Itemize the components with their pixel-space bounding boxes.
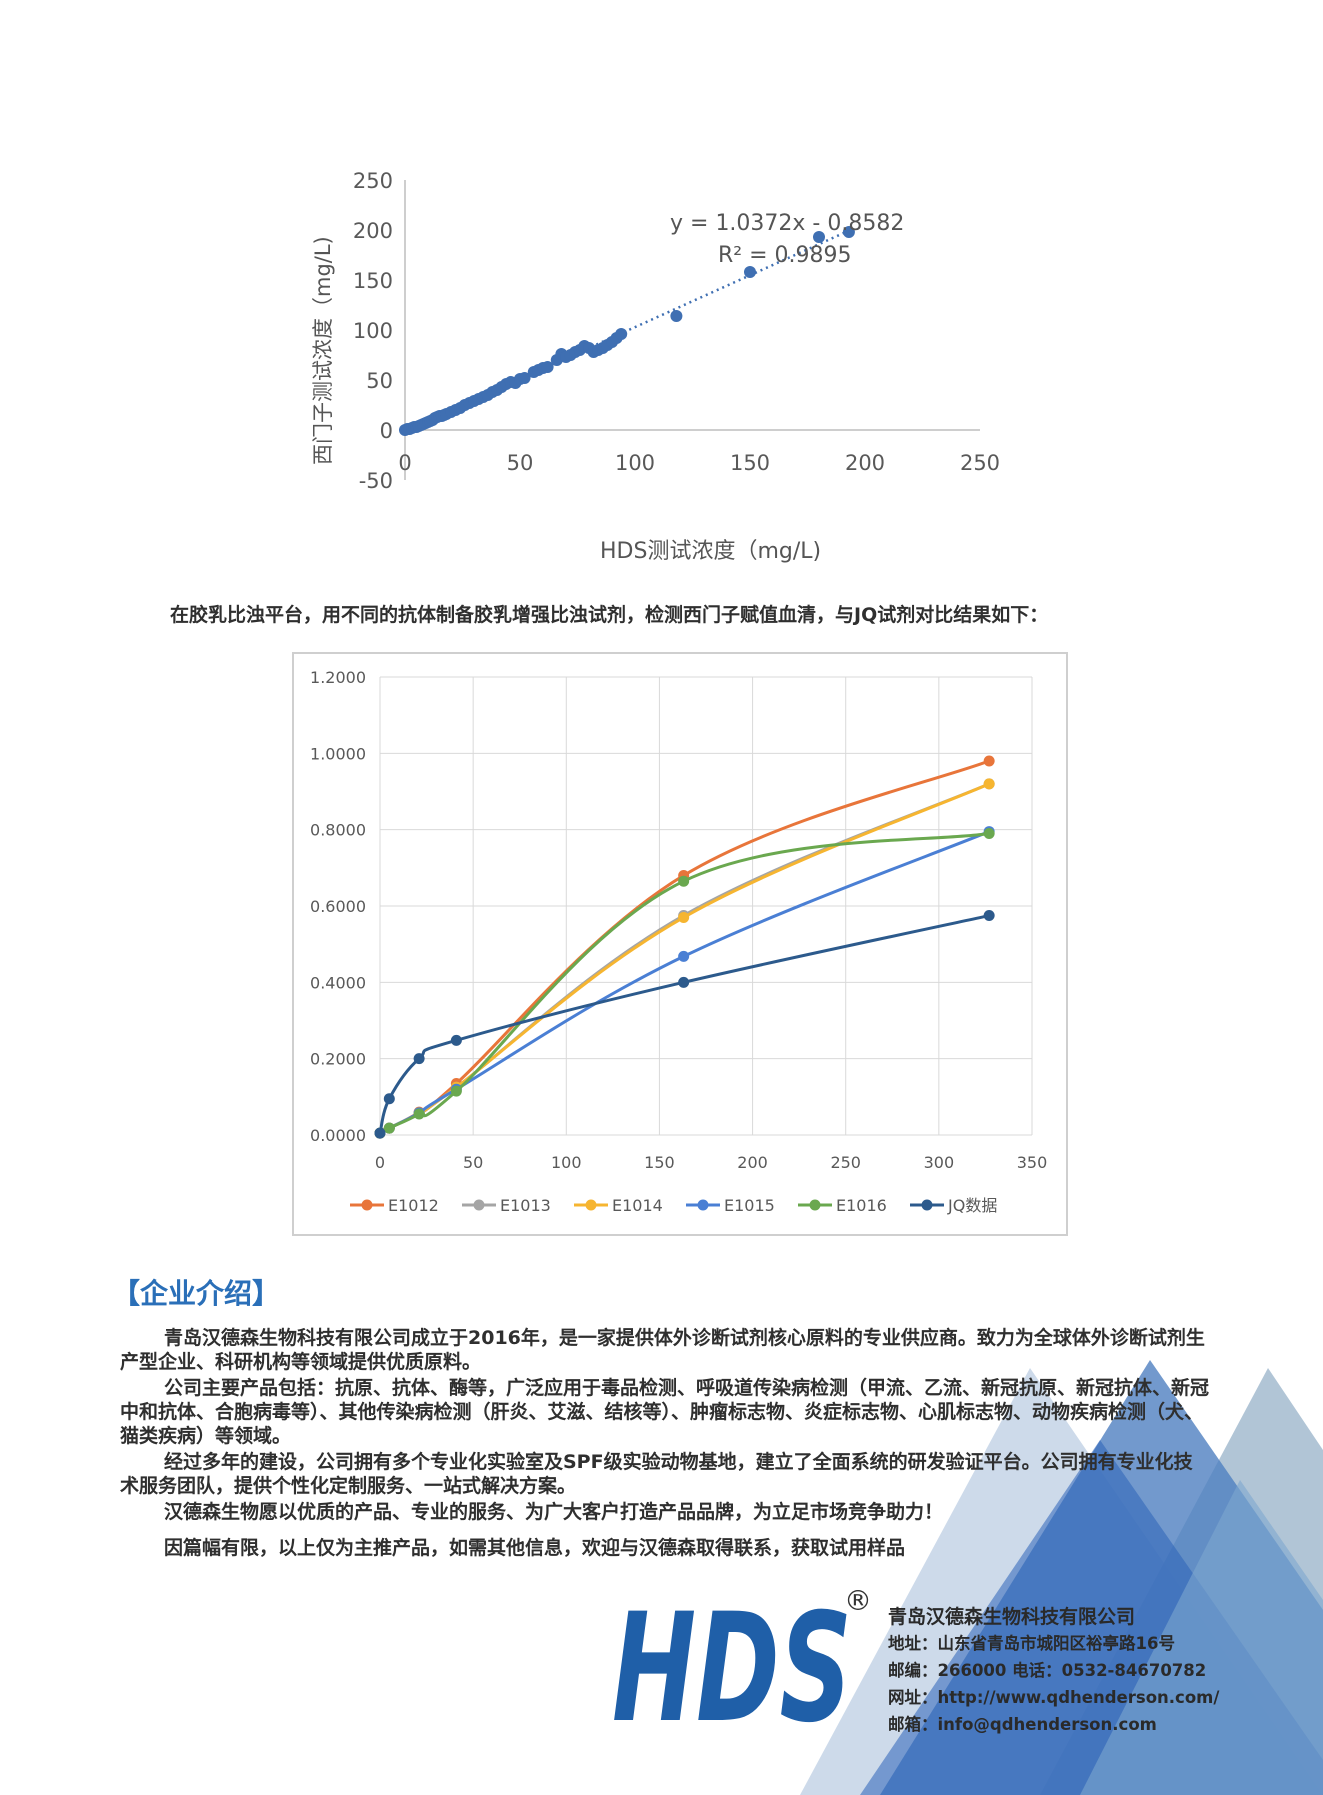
scatter-point [518,372,531,384]
series-point [374,1127,386,1139]
intro-paragraph-3: 经过多年的建设，公司拥有多个专业化实验室及SPF级实验动物基地，建立了全面系统的… [120,1451,1193,1497]
legend-swatch-dot [361,1199,373,1211]
company-address: 地址：山东省青岛市城阳区裕亭路16号 [888,1634,1175,1653]
legend-label: E1015 [724,1196,775,1215]
legend-label: JQ数据 [947,1196,997,1215]
scatter-point [813,231,825,243]
zip-and-phone: 邮编：266000 电话：0532-84670782 [888,1661,1207,1680]
scatter-y-tick-label: 150 [353,269,393,293]
line-chart-x-tick-label: 100 [551,1153,582,1172]
intro-paragraph-4: 汉德森生物愿以优质的产品、专业的服务、为广大客户打造产品品牌，为立足市场竞争助力… [164,1501,944,1523]
company-name: 青岛汉德森生物科技有限公司 [888,1606,1136,1628]
registered-mark: ® [844,1585,872,1617]
scatter-x-tick-label: 100 [615,451,655,475]
line-chart-x-tick-label: 350 [1017,1153,1048,1172]
line-chart-legend: E1012 E1013 E1014 E1015 E1016 JQ数据 [350,1196,997,1215]
scatter-y-tick-label: 250 [353,169,393,193]
scatter-point [670,310,683,322]
intro-paragraph-1: 青岛汉德森生物科技有限公司成立于2016年，是一家提供体外诊断试剂核心原料的专业… [120,1327,1205,1373]
series-point [450,1034,462,1046]
section-title-company-intro: 【企业介绍】 [112,1277,281,1310]
legend-swatch-dot [809,1199,821,1211]
line-chart-y-tick-label: 0.2000 [310,1050,366,1069]
scatter-y-tick-label: 50 [366,369,393,393]
legend-label: E1013 [500,1196,551,1215]
line-chart-y-tick-label: 0.4000 [310,973,366,992]
scatter-x-tick-label: 0 [398,451,411,475]
scatter-y-tick-label: -50 [359,469,393,493]
scatter-x-tick-label: 50 [507,451,534,475]
scatter-points [399,226,855,436]
series-point [983,755,995,767]
series-point [678,976,690,988]
chart-caption: 在胶乳比浊平台，用不同的抗体制备胶乳增强比浊试剂，检测西门子赋值血清，与JQ试剂… [170,604,1049,626]
series-point [983,827,995,839]
line-chart-x-tick-label: 150 [644,1153,675,1172]
line-chart-x-tick-label: 0 [375,1153,385,1172]
line-chart-x-tick-label: 300 [924,1153,955,1172]
scatter-point [842,226,855,238]
scatter-x-axis-label: HDS测试浓度（mg/L) [600,539,821,564]
hds-logo: HDS ® [612,1585,872,1725]
intro-paragraph-5: 因篇幅有限，以上仅为主推产品，如需其他信息，欢迎与汉德森取得联系，获取试用样品 [164,1537,906,1559]
line-chart-y-tick-label: 1.0000 [310,744,366,763]
line-chart-y-tick-label: 0.0000 [310,1126,366,1145]
logo-lettering: HDS [612,1585,852,1725]
series-point [678,950,690,962]
scatter-point [541,361,554,373]
series-point [383,1122,395,1134]
scatter-y-tick-label: 100 [353,319,393,343]
scatter-x-ticks: 0 50 100 150 200 250 [398,451,1000,475]
scatter-y-tick-label: 200 [353,219,393,243]
intro-paragraph-2: 公司主要产品包括：抗原、抗体、酶等，广泛应用于毒品检测、呼吸道传染病检测（甲流、… [120,1377,1210,1447]
series-point [450,1085,462,1097]
line-chart-x-tick-label: 50 [463,1153,483,1172]
line-chart-x-ticks: 0 50 100 150 200 250 300 350 [375,1153,1047,1172]
line-chart-y-tick-label: 0.6000 [310,897,366,916]
scatter-y-tick-label: 0 [380,419,393,443]
line-chart-x-tick-label: 200 [737,1153,768,1172]
line-chart-y-tick-label: 1.2000 [310,668,366,687]
series-point [383,1093,395,1105]
line-chart-y-ticks: 1.2000 1.0000 0.8000 0.6000 0.4000 0.2000 0.00… [310,668,366,1145]
company-website-link[interactable]: 网址：http://www.qdhenderson.com/ [888,1688,1220,1707]
series-point [413,1053,425,1065]
series-point [678,875,690,887]
scatter-point [744,266,756,278]
trendline-r2: R² = 0.9895 [718,243,852,268]
series-point [983,910,995,922]
series-point [678,911,690,923]
line-chart: 1.2000 1.0000 0.8000 0.6000 0.4000 0.2000 0.00… [292,652,1068,1236]
legend-label: E1016 [836,1196,887,1215]
trendline-equation: y = 1.0372x - 0.8582 [670,211,904,236]
legend-swatch-dot [473,1199,485,1211]
legend-swatch-dot [921,1199,933,1211]
scatter-x-tick-label: 250 [960,451,1000,475]
company-email-link[interactable]: 邮箱：info@qdhenderson.com [888,1715,1157,1734]
scatter-y-ticks: 250 200 150 100 50 0 -50 [353,169,393,493]
legend-swatch-dot [697,1199,709,1211]
scatter-x-tick-label: 200 [845,451,885,475]
line-chart-grid [379,676,1033,1136]
scatter-y-axis-label: 西门子测试浓度（mg/L) [311,236,335,465]
line-chart-frame [292,652,1068,1236]
line-chart-y-tick-label: 0.8000 [310,821,366,840]
legend-label: E1012 [388,1196,439,1215]
series-point [983,778,995,790]
line-chart-x-tick-label: 250 [830,1153,861,1172]
series-point [413,1108,425,1120]
scatter-point [615,328,628,340]
legend-label: E1014 [612,1196,663,1215]
legend-swatch-dot [585,1199,597,1211]
scatter-x-tick-label: 150 [730,451,770,475]
line-chart-series [374,755,995,1139]
